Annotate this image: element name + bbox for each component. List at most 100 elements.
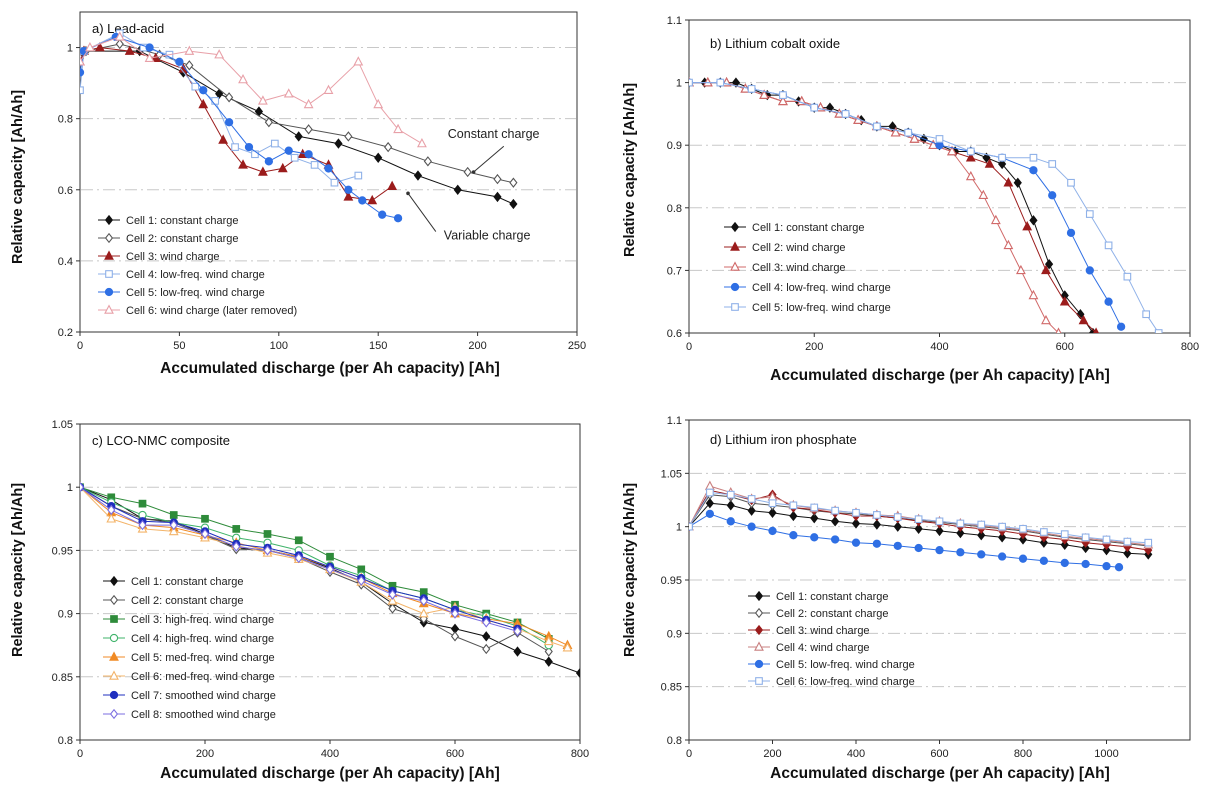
chart-4-data-point	[726, 500, 735, 511]
chart-1-legend-item: Cell 1: constant charge	[98, 214, 239, 227]
chart-4-data-point	[893, 513, 902, 521]
chart-3-data-point	[107, 504, 116, 516]
chart-4-data-point	[914, 515, 923, 524]
chart-3-legend-label: Cell 6: med-freq. wind charge	[131, 671, 275, 683]
chart-3-data-point	[513, 626, 522, 637]
chart-1-data-point	[184, 45, 195, 55]
chart-1-annotation-arrowhead	[471, 170, 476, 174]
chart-4-data-point	[1060, 558, 1069, 568]
chart-2-data-point	[1029, 153, 1038, 162]
chart-3-legend-label: Cell 8: smoothed wind charge	[131, 709, 276, 721]
chart-1-series-line	[80, 47, 393, 201]
chart-1-annotation-arrow	[407, 193, 437, 232]
chart-4-data-point	[893, 541, 902, 551]
chart-1-data-point	[310, 161, 319, 169]
chart-2-title: b) Lithium cobalt oxide	[710, 36, 840, 51]
chart-1-legend-marker	[105, 270, 113, 278]
chart-1-data-point	[215, 88, 224, 99]
chart-4-data-point	[768, 499, 777, 508]
chart-4-data-point	[872, 519, 881, 530]
chart-2-data-point	[904, 128, 913, 137]
chart-2-ytick-label: 1	[676, 78, 682, 90]
chart-1-data-point	[417, 137, 427, 148]
chart-2-xtick-label: 0	[686, 341, 692, 353]
chart-2-legend-item: Cell 5: low-freq. wind charge	[724, 302, 891, 314]
chart-1-ytick-label: 1	[67, 43, 73, 55]
chart-2-data-point	[841, 110, 850, 118]
chart-4-data-point	[1123, 548, 1132, 559]
chart-3-legend-item: Cell 2: constant charge	[103, 594, 244, 607]
chart-3-data-point	[326, 552, 334, 561]
chart-2-data-point	[1116, 322, 1126, 331]
chart-2-legend-item: Cell 1: constant charge	[724, 221, 865, 234]
chart-1-legend-marker	[104, 214, 114, 226]
chart-4-xtick-label: 1000	[1094, 748, 1118, 760]
chart-2-data-point	[1029, 166, 1038, 175]
chart-4-x-axis-label: Accumulated discharge (per Ah capacity) …	[770, 765, 1110, 782]
chart-4-legend-label: Cell 2: constant charge	[776, 608, 889, 620]
chart-4-legend-item: Cell 1: constant charge	[748, 590, 889, 603]
chart-4-data-point	[1102, 535, 1111, 544]
chart-1-data-point	[304, 124, 313, 135]
chart-1-annotation-arrow	[473, 145, 505, 173]
chart-4-data-point	[873, 511, 881, 519]
chart-2-data-point	[890, 127, 901, 137]
chart-3-data-point	[482, 631, 491, 642]
chart-3-data-point	[387, 595, 398, 605]
chart-3-ytick-label: 0.95	[52, 545, 73, 557]
chart-3-legend-label: Cell 5: med-freq. wind charge	[131, 652, 275, 664]
chart-1-data-point	[144, 52, 155, 62]
chart-2-data-point	[1104, 297, 1113, 306]
chart-1-xtick-label: 250	[568, 340, 586, 352]
chart-panel-lithium-cobalt-oxide: 0.6 0.7 0.8 0.9 1 1.1 0 200 400 600 800 Accumulated…	[622, 15, 1199, 384]
chart-4-legend-marker	[754, 624, 764, 636]
chart-3-legend-marker	[109, 594, 119, 606]
chart-2-legend-marker	[730, 261, 740, 271]
chart-1-ytick-label: 0.6	[58, 185, 73, 197]
chart-2-data-point	[1013, 177, 1022, 188]
chart-1-data-point	[393, 123, 403, 134]
chart-1-ytick-label: 0.8	[58, 114, 73, 126]
chart-1-data-point	[493, 173, 502, 185]
chart-2-data-point	[1016, 264, 1026, 275]
chart-1-ytick-label: 0.4	[58, 256, 73, 268]
chart-1-data-point	[238, 73, 248, 84]
chart-1-data-point	[387, 180, 398, 190]
chart-1-data-point	[509, 198, 518, 210]
chart-3-series-line	[80, 486, 550, 640]
chart-1-data-point	[283, 88, 294, 98]
chart-2-data-point	[990, 214, 1001, 225]
chart-3-legend-label: Cell 1: constant charge	[131, 576, 244, 588]
chart-1-annotation-variable-charge: Variable charge	[444, 229, 531, 243]
chart-1-legend-marker	[104, 250, 114, 260]
chart-4-ytick-label: 0.8	[667, 735, 682, 747]
chart-4-legend-item: Cell 2: constant charge	[748, 607, 889, 620]
chart-1-data-point	[303, 98, 314, 109]
chart-2-xtick-label: 600	[1056, 341, 1074, 353]
chart-4-ytick-label: 1.05	[661, 468, 682, 480]
chart-4-ytick-label: 0.95	[661, 575, 682, 587]
chart-4-data-point	[705, 498, 714, 509]
chart-4-data-point	[789, 531, 798, 540]
chart-2-data-point	[935, 135, 944, 143]
chart-2-data-point	[1093, 327, 1099, 333]
chart-2-legend-label: Cell 2: wind charge	[752, 242, 846, 254]
chart-1-legend-item: Cell 5: low-freq. wind charge	[98, 287, 265, 299]
chart-4-legend-label: Cell 3: wind charge	[776, 625, 870, 637]
chart-1-data-point	[304, 150, 313, 159]
chart-1-data-point	[257, 95, 268, 105]
chart-1-data-point	[294, 131, 303, 142]
chart-2-legend-label: Cell 5: low-freq. wind charge	[752, 302, 891, 314]
chart-3-data-point	[263, 530, 272, 538]
chart-2-data-point	[689, 78, 693, 87]
chart-4-data-point	[768, 526, 777, 536]
chart-3-data-point	[575, 667, 580, 679]
chart-4-data-point	[852, 508, 860, 517]
chart-2-ytick-label: 0.8	[667, 203, 682, 215]
chart-3-ytick-label: 0.8	[58, 735, 73, 747]
chart-2-data-point	[1055, 327, 1062, 333]
chart-1-data-point	[218, 134, 229, 144]
chart-1-data-point	[80, 56, 85, 66]
chart-4-legend-marker	[754, 590, 764, 602]
